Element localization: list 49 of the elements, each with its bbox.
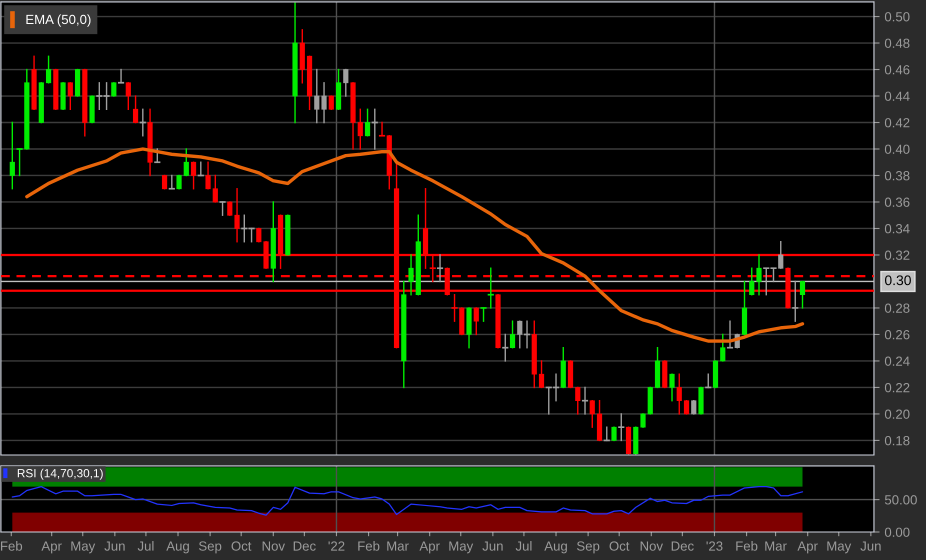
x-tick-label: Apr: [419, 542, 440, 554]
x-tick-label: '23: [706, 541, 722, 551]
y-tick-label: 0.28: [884, 304, 910, 313]
y-tick-label: 0.22: [884, 383, 910, 392]
y-tick-label: 0.50: [884, 12, 910, 22]
x-tick-label: Mar: [387, 542, 409, 551]
y-tick-label: 0.44: [884, 92, 910, 101]
y-tick-label: 0.18: [884, 436, 910, 446]
y-tick-label: 0.42: [884, 118, 910, 128]
x-tick-label: Apr: [41, 542, 62, 554]
x-tick-label: Nov: [640, 542, 663, 551]
x-tick-label: Dec: [672, 542, 694, 551]
x-tick-label: '22: [328, 541, 344, 551]
y-tick-label: 0.32: [884, 250, 910, 260]
x-tick-label: Mar: [765, 542, 787, 551]
x-tick-label: May: [449, 542, 474, 554]
y-tick-label: 0.40: [884, 144, 910, 154]
x-tick-label: May: [71, 542, 96, 554]
x-tick-label: Sep: [198, 541, 222, 554]
x-tick-label: Apr: [797, 542, 818, 554]
x-tick-label: Feb: [358, 541, 380, 551]
y-tick-label: 0.26: [884, 330, 910, 340]
x-tick-label: May: [827, 542, 852, 554]
y-tick-label: 0.00: [884, 528, 910, 537]
x-tick-label: Oct: [610, 541, 630, 551]
y-tick-label: 0.34: [884, 224, 910, 234]
y-tick-label: 0.38: [884, 171, 910, 180]
x-tick-label: Sep: [576, 541, 600, 554]
y-tick-label: 50.00: [884, 495, 917, 505]
x-tick-label: Jul: [516, 541, 532, 551]
x-tick-label: Feb: [1, 541, 22, 551]
legend-label: EMA (50,0): [26, 14, 91, 27]
x-tick-label: Aug: [544, 542, 567, 554]
x-tick-label: Feb: [736, 541, 758, 551]
y-tick-label: 0.24: [884, 356, 910, 366]
y-tick-label: 0.46: [884, 65, 910, 74]
legend-label: RSI (14,70,30,1): [18, 468, 103, 480]
y-tick-label: 0.20: [884, 410, 910, 419]
x-tick-label: Dec: [294, 542, 316, 551]
y-tick-label: 0.36: [884, 198, 910, 207]
y-tick-label: 0.48: [884, 38, 910, 48]
x-tick-label: Oct: [232, 541, 252, 551]
x-tick-label: Jun: [104, 542, 125, 551]
x-tick-label: Aug: [166, 542, 189, 554]
x-tick-label: Nov: [262, 542, 285, 551]
x-tick-label: Jun: [860, 542, 881, 551]
x-tick-label: Jun: [482, 542, 503, 551]
ref-line-label: 0.30: [884, 275, 911, 286]
x-tick-label: Jul: [138, 541, 154, 551]
